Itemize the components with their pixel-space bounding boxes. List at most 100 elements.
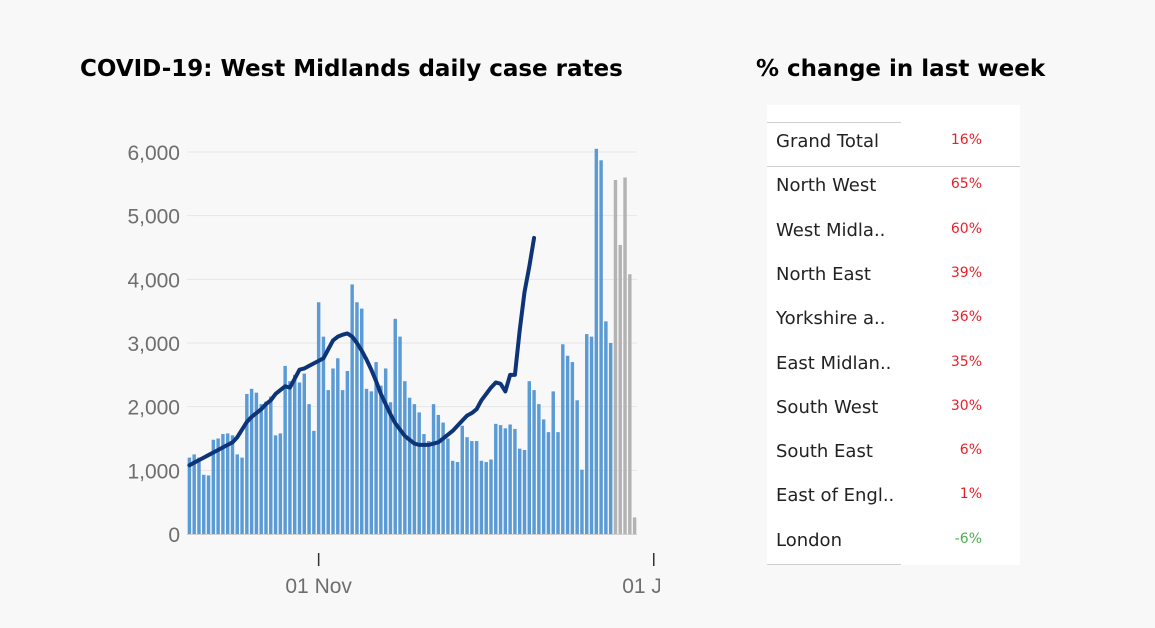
region-label: Yorkshire a.. [776, 308, 886, 330]
bar [197, 457, 201, 534]
percent-change-value: 1% [959, 486, 982, 503]
x-axis-labels: 01 Nov 01 Jan [285, 575, 660, 598]
rolling-average-line [187, 235, 537, 468]
region-label: West Midla.. [776, 219, 886, 241]
daily-case-bars [187, 148, 637, 534]
table-title: % change in last week [756, 56, 1046, 82]
y-tick-label: 5,000 [127, 206, 180, 229]
bar [589, 336, 594, 534]
bar [561, 344, 565, 534]
bar [240, 457, 244, 534]
percent-change-value: 39% [950, 264, 982, 281]
bar [340, 390, 345, 534]
y-tick-label: 0 [168, 524, 180, 547]
bar [489, 459, 493, 534]
bar [192, 454, 196, 534]
bar [618, 244, 622, 534]
table-header-divider [767, 166, 1020, 168]
region-label: North East [776, 263, 871, 285]
y-tick-label: 4,000 [127, 269, 180, 292]
region-label: North West [776, 175, 877, 197]
bar [283, 365, 287, 534]
bar [417, 412, 421, 534]
bar [249, 388, 254, 534]
bar [403, 381, 407, 534]
bar [527, 381, 532, 534]
bar [441, 422, 445, 534]
bar [599, 160, 603, 534]
bar [374, 362, 378, 534]
percent-change-value: 36% [950, 309, 982, 326]
bar [259, 404, 263, 534]
region-label: South East [776, 441, 873, 463]
table-row: South West 30% [767, 388, 1020, 428]
bar [278, 433, 283, 534]
bar [326, 390, 330, 534]
x-tick-label: 01 Jan [622, 575, 660, 598]
table-row: East of Engl.. 1% [767, 476, 1020, 516]
bar [546, 432, 551, 534]
region-label: London [776, 529, 842, 551]
bar [264, 401, 268, 534]
y-axis-labels: 0 1,000 2,000 3,000 4,000 5,000 6,000 [127, 142, 180, 547]
bar [187, 457, 192, 534]
region-label: East of Engl.. [776, 485, 895, 507]
bar [594, 148, 599, 534]
bar [297, 382, 302, 534]
table-row: South East 6% [767, 432, 1020, 472]
table-row: Yorkshire a.. 36% [767, 299, 1020, 339]
bar [225, 433, 230, 534]
bar [202, 474, 206, 534]
bar [608, 343, 613, 534]
bar [580, 469, 584, 534]
bar [628, 274, 632, 534]
bar [288, 381, 292, 534]
bar [360, 308, 364, 534]
bar [484, 462, 488, 534]
bar [460, 425, 464, 534]
table-top-divider [767, 122, 901, 123]
bar [494, 423, 498, 534]
y-tick-label: 2,000 [127, 397, 180, 420]
bar [221, 434, 225, 534]
bar [498, 425, 503, 534]
bar [316, 302, 321, 534]
bar [350, 284, 354, 534]
bar [364, 388, 369, 534]
percent-change-value: 6% [959, 442, 982, 459]
bar [245, 393, 249, 534]
region-label: Grand Total [776, 131, 879, 152]
percent-change-table: Grand Total 16% North West 65% West Midla.. 6… [767, 105, 1020, 565]
bar [446, 438, 450, 534]
bar [508, 424, 512, 534]
bar [211, 439, 216, 534]
bar [273, 435, 278, 534]
x-axis [187, 534, 655, 566]
bar [379, 385, 383, 534]
bar [613, 180, 618, 534]
bar [302, 373, 307, 534]
bar [230, 435, 235, 534]
bar [254, 392, 259, 534]
bar [206, 475, 211, 534]
bar [537, 404, 541, 534]
bar [623, 177, 627, 534]
bar [369, 391, 374, 534]
bar [570, 362, 575, 534]
bar [355, 302, 359, 534]
table-row: West Midla.. 60% [767, 211, 1020, 251]
bar [427, 441, 431, 534]
bar [551, 391, 555, 534]
bar [436, 414, 441, 534]
percent-change-value: -6% [954, 530, 982, 547]
bar [470, 441, 474, 534]
table-bottom-divider [767, 564, 901, 565]
bar [575, 400, 579, 534]
bar [412, 404, 417, 534]
bar [522, 449, 527, 534]
bar [269, 396, 273, 534]
bar [513, 428, 517, 534]
percent-change-value: 35% [950, 353, 982, 370]
bar [565, 355, 570, 534]
